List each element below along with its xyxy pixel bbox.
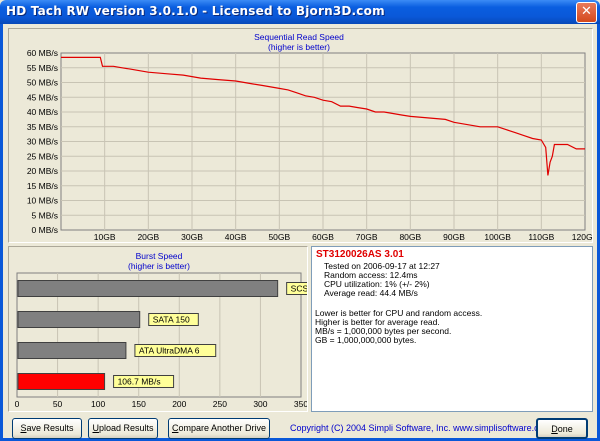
save-results-button[interactable]: Save Results bbox=[12, 418, 82, 439]
note-line: Higher is better for average read. bbox=[315, 317, 440, 327]
burst-label-box bbox=[148, 313, 199, 326]
upload-results-button[interactable]: Upload Results bbox=[88, 418, 158, 439]
read-y-tick-label: 45 MB/s bbox=[27, 92, 58, 102]
burst-chart: Burst Speed (higher is better) SCSI Ultr… bbox=[15, 251, 307, 409]
burst-x-tick-label: 150 bbox=[132, 399, 146, 409]
burst-chart-panel: Burst Speed (higher is better) SCSI Ultr… bbox=[8, 246, 308, 412]
burst-x-tick-label: 50 bbox=[53, 399, 63, 409]
burst-label-box bbox=[113, 375, 175, 388]
note-line: Lower is better for CPU and random acces… bbox=[315, 308, 483, 318]
read-y-tick-label: 60 MB/s bbox=[27, 48, 58, 58]
burst-chart-title: Burst Speed bbox=[136, 251, 183, 261]
read-chart-panel: Sequential Read Speed (higher is better)… bbox=[8, 28, 593, 243]
note-line: GB = 1,000,000,000 bytes. bbox=[315, 335, 417, 345]
burst-bar bbox=[17, 373, 106, 390]
read-y-tick-label: 5 MB/s bbox=[32, 210, 58, 220]
read-y-tick-label: 50 MB/s bbox=[27, 78, 58, 88]
read-y-tick-label: 0 MB/s bbox=[32, 225, 58, 235]
read-y-tick-label: 10 MB/s bbox=[27, 196, 58, 206]
read-x-tick-label: 40GB bbox=[225, 232, 247, 242]
read-x-tick-label: 50GB bbox=[268, 232, 290, 242]
tested-date: Tested on 2006-09-17 at 12:27 bbox=[324, 261, 440, 271]
read-chart-subtitle: (higher is better) bbox=[268, 42, 330, 52]
window-title: HD Tach RW version 3.0.1.0 - Licensed to… bbox=[6, 4, 385, 18]
title-bar: HD Tach RW version 3.0.1.0 - Licensed to… bbox=[0, 0, 600, 24]
read-x-tick-label: 20GB bbox=[137, 232, 159, 242]
read-series-line bbox=[61, 56, 585, 176]
burst-bar-label: ATA UltraDMA 6 bbox=[139, 346, 200, 356]
cpu-utilization: CPU utilization: 1% (+/- 2%) bbox=[324, 279, 430, 289]
read-y-tick-label: 35 MB/s bbox=[27, 122, 58, 132]
read-x-tick-label: 30GB bbox=[181, 232, 203, 242]
done-button[interactable]: Done bbox=[536, 418, 588, 439]
read-x-tick-label: 70GB bbox=[356, 232, 378, 242]
close-icon[interactable]: ✕ bbox=[576, 2, 597, 23]
burst-label-box bbox=[286, 282, 307, 295]
burst-bar-label: 106.7 MB/s bbox=[118, 377, 161, 387]
drive-info-panel: ST3120026AS 3.01 Tested on 2006-09-17 at… bbox=[311, 246, 593, 412]
read-x-tick-label: 110GB bbox=[528, 232, 554, 242]
compare-another-drive-button[interactable]: Compare Another Drive bbox=[168, 418, 270, 439]
drive-model: ST3120026AS 3.01 bbox=[316, 249, 404, 260]
burst-bar-label: SCSI Ultra320 bbox=[291, 284, 307, 294]
copyright-text: Copyright (C) 2004 Simpli Software, Inc.… bbox=[290, 423, 552, 433]
burst-chart-subtitle: (higher is better) bbox=[128, 261, 190, 271]
read-y-tick-label: 25 MB/s bbox=[27, 151, 58, 161]
burst-x-tick-label: 250 bbox=[213, 399, 227, 409]
read-chart-title: Sequential Read Speed bbox=[254, 32, 344, 42]
read-x-tick-label: 90GB bbox=[443, 232, 465, 242]
burst-label-box bbox=[134, 344, 217, 357]
average-read: Average read: 44.4 MB/s bbox=[324, 288, 418, 298]
read-y-tick-label: 20 MB/s bbox=[27, 166, 58, 176]
read-x-tick-label: 10GB bbox=[94, 232, 116, 242]
burst-x-tick-label: 350 bbox=[294, 399, 307, 409]
burst-x-tick-label: 200 bbox=[172, 399, 186, 409]
note-line: MB/s = 1,000,000 bytes per second. bbox=[315, 326, 452, 336]
burst-x-tick-label: 100 bbox=[91, 399, 105, 409]
window-frame bbox=[0, 24, 600, 441]
random-access: Random access: 12.4ms bbox=[324, 270, 418, 280]
read-chart: Sequential Read Speed (higher is better)… bbox=[27, 32, 592, 242]
burst-x-tick-label: 0 bbox=[15, 399, 20, 409]
read-x-tick-label: 60GB bbox=[312, 232, 334, 242]
read-y-tick-label: 40 MB/s bbox=[27, 107, 58, 117]
read-x-tick-label: 100GB bbox=[484, 232, 511, 242]
burst-x-tick-label: 300 bbox=[253, 399, 267, 409]
burst-bar bbox=[17, 280, 279, 297]
read-y-tick-label: 15 MB/s bbox=[27, 181, 58, 191]
burst-bar-label: SATA 150 bbox=[153, 315, 190, 325]
read-y-tick-label: 30 MB/s bbox=[27, 137, 58, 147]
read-y-tick-label: 55 MB/s bbox=[27, 63, 58, 73]
read-x-tick-label: 80GB bbox=[399, 232, 421, 242]
burst-bar bbox=[17, 311, 141, 328]
burst-bar bbox=[17, 342, 127, 359]
